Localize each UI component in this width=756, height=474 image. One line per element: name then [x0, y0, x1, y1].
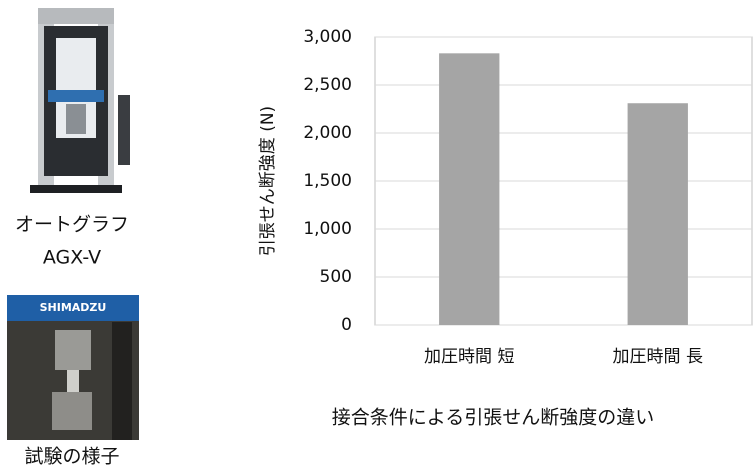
blue-band [48, 90, 104, 102]
test-photo: SHIMADZU [7, 295, 139, 440]
machine-photo [15, 5, 130, 200]
y-tick-label: 1,500 [303, 171, 352, 191]
y-tick-label: 500 [320, 267, 352, 287]
side-panel [118, 95, 130, 165]
grip [66, 104, 86, 134]
brand: SHIMADZU [40, 301, 107, 314]
upper-grip [55, 330, 91, 370]
x-tick-label: 加圧時間 短 [424, 347, 514, 367]
base [30, 185, 122, 193]
crosshead [38, 8, 114, 24]
bar [627, 103, 688, 326]
y-tick-label: 1,000 [303, 219, 352, 239]
specimen [67, 370, 79, 392]
column [112, 322, 132, 440]
y-tick-label: 2,000 [303, 123, 352, 143]
bar [439, 53, 500, 325]
y-axis-label: 引張せん断強度 (N) [258, 106, 278, 256]
y-tick-label: 2,500 [303, 75, 352, 95]
brand-plate [7, 295, 139, 321]
lower-grip [52, 392, 92, 430]
photo-label: AGX-V [43, 247, 101, 269]
caption: 接合条件による引張せん断強度の違い [332, 407, 654, 429]
y-tick-label: 3,000 [303, 27, 352, 47]
photo-label: オートグラフ [15, 214, 129, 236]
y-tick-label: 0 [341, 315, 352, 335]
x-tick-label: 加圧時間 長 [613, 347, 703, 367]
photo-label: 試験の様子 [24, 446, 119, 468]
